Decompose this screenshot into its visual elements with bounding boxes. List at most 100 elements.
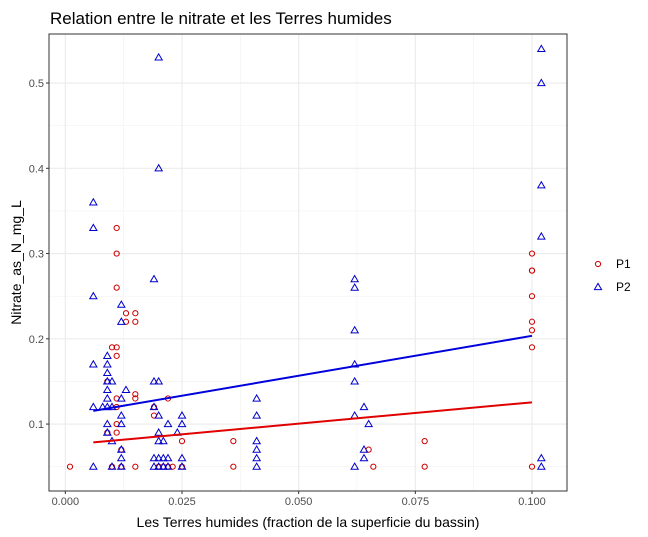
data-point-p2: [252, 453, 262, 462]
data-point-p1: [66, 463, 74, 470]
x-axis-title: Les Terres humides (fraction de la super…: [137, 514, 480, 530]
data-point-p2: [154, 163, 164, 172]
legend-label-p1: P1: [616, 257, 631, 271]
data-point-p2: [149, 453, 159, 462]
data-point-p1: [528, 293, 536, 300]
data-point-p2: [252, 393, 262, 402]
data-point-p2: [149, 462, 159, 470]
data-point-p2: [158, 436, 168, 445]
data-point-p2: [154, 428, 164, 436]
data-point-p1: [421, 438, 428, 445]
data-point-p2: [252, 462, 262, 470]
data-point-p2: [149, 376, 159, 385]
data-point-p2: [149, 274, 159, 283]
data-point-p2: [116, 393, 126, 402]
legend-item-p1: P1: [594, 257, 631, 271]
data-point-p2: [359, 445, 369, 453]
data-point-p2: [154, 453, 164, 462]
data-point-p2: [536, 180, 546, 189]
data-point-p2: [107, 462, 117, 470]
data-point-p1: [132, 318, 139, 325]
data-point-p2: [88, 197, 98, 206]
data-point-p2: [116, 419, 126, 428]
x-tick-label: 0.100: [518, 496, 546, 508]
data-point-p2: [252, 436, 262, 445]
data-point-p1: [113, 224, 120, 232]
data-point-p1: [528, 318, 536, 325]
data-point-p2: [116, 453, 126, 462]
data-point-p1: [113, 344, 120, 351]
data-point-p2: [350, 376, 360, 385]
data-point-p1: [132, 463, 139, 470]
data-point-p2: [350, 274, 360, 283]
data-point-p2: [102, 393, 112, 402]
data-point-p2: [102, 428, 112, 436]
data-point-p2: [252, 445, 262, 453]
data-point-p2: [102, 419, 112, 428]
data-point-p2: [102, 359, 112, 368]
data-point-p2: [88, 402, 98, 411]
data-point-p2: [536, 462, 546, 470]
trend-lines: [93, 334, 533, 444]
legend: P1 P2: [593, 257, 631, 294]
data-point-p2: [88, 359, 98, 368]
data-point-p2: [102, 385, 112, 394]
y-tick-label: 0.5: [29, 78, 44, 90]
data-point-p2: [102, 368, 112, 377]
plot-background: [49, 34, 567, 491]
data-point-p2: [177, 410, 187, 419]
data-point-p1: [132, 391, 139, 398]
y-tick-label: 0.3: [29, 249, 44, 261]
data-point-p1: [528, 267, 536, 274]
x-tick-label: 0.075: [402, 496, 430, 508]
data-point-p2: [364, 419, 374, 428]
data-point-p2: [149, 402, 159, 411]
x-axis: 0.000 0.025 0.050 0.075 0.100: [52, 491, 546, 508]
data-point-p2: [536, 78, 546, 87]
data-point-p2: [163, 419, 173, 428]
data-point-p2: [359, 453, 369, 462]
y-axis: 0.1 0.2 0.3 0.4 0.5: [29, 78, 49, 431]
trend-line-p2: [93, 334, 533, 412]
data-point-p2: [88, 223, 98, 232]
data-point-p1: [421, 463, 428, 470]
data-point-p2: [116, 445, 126, 453]
chart-title: Relation entre le nitrate et les Terres …: [50, 9, 392, 28]
data-point-p2: [158, 462, 168, 470]
data-point-p2: [536, 231, 546, 240]
data-point-p2: [350, 283, 360, 291]
data-point-p2: [116, 462, 126, 470]
data-point-p1: [122, 310, 130, 317]
data-point-p2: [102, 402, 112, 411]
data-points: [66, 44, 546, 470]
data-point-p2: [177, 419, 187, 428]
data-point-p1: [230, 463, 237, 470]
data-point-p2: [154, 376, 164, 385]
data-point-p1: [528, 463, 536, 470]
trend-line-p1: [93, 401, 533, 444]
data-point-p1: [108, 344, 116, 351]
data-point-p1: [528, 327, 536, 334]
data-point-p1: [370, 463, 377, 470]
data-point-p1: [528, 344, 536, 351]
data-point-p2: [116, 410, 126, 419]
legend-item-p2: P2: [593, 280, 631, 294]
legend-key-p1: [594, 260, 602, 268]
data-point-p2: [163, 453, 173, 462]
data-point-p2: [158, 453, 168, 462]
data-point-p1: [178, 438, 186, 445]
x-tick-label: 0.000: [52, 496, 80, 508]
data-point-p2: [107, 376, 117, 385]
data-point-p2: [154, 462, 164, 470]
data-point-p2: [163, 462, 173, 470]
data-point-p1: [230, 438, 237, 445]
data-point-p2: [536, 453, 546, 462]
data-point-p2: [121, 385, 131, 394]
data-point-p1: [113, 429, 120, 436]
data-point-p2: [154, 52, 164, 61]
data-point-p2: [116, 317, 126, 325]
plot-panel: [48, 33, 568, 492]
data-point-p1: [528, 250, 536, 257]
data-point-p2: [154, 410, 164, 419]
data-point-p2: [359, 402, 369, 411]
